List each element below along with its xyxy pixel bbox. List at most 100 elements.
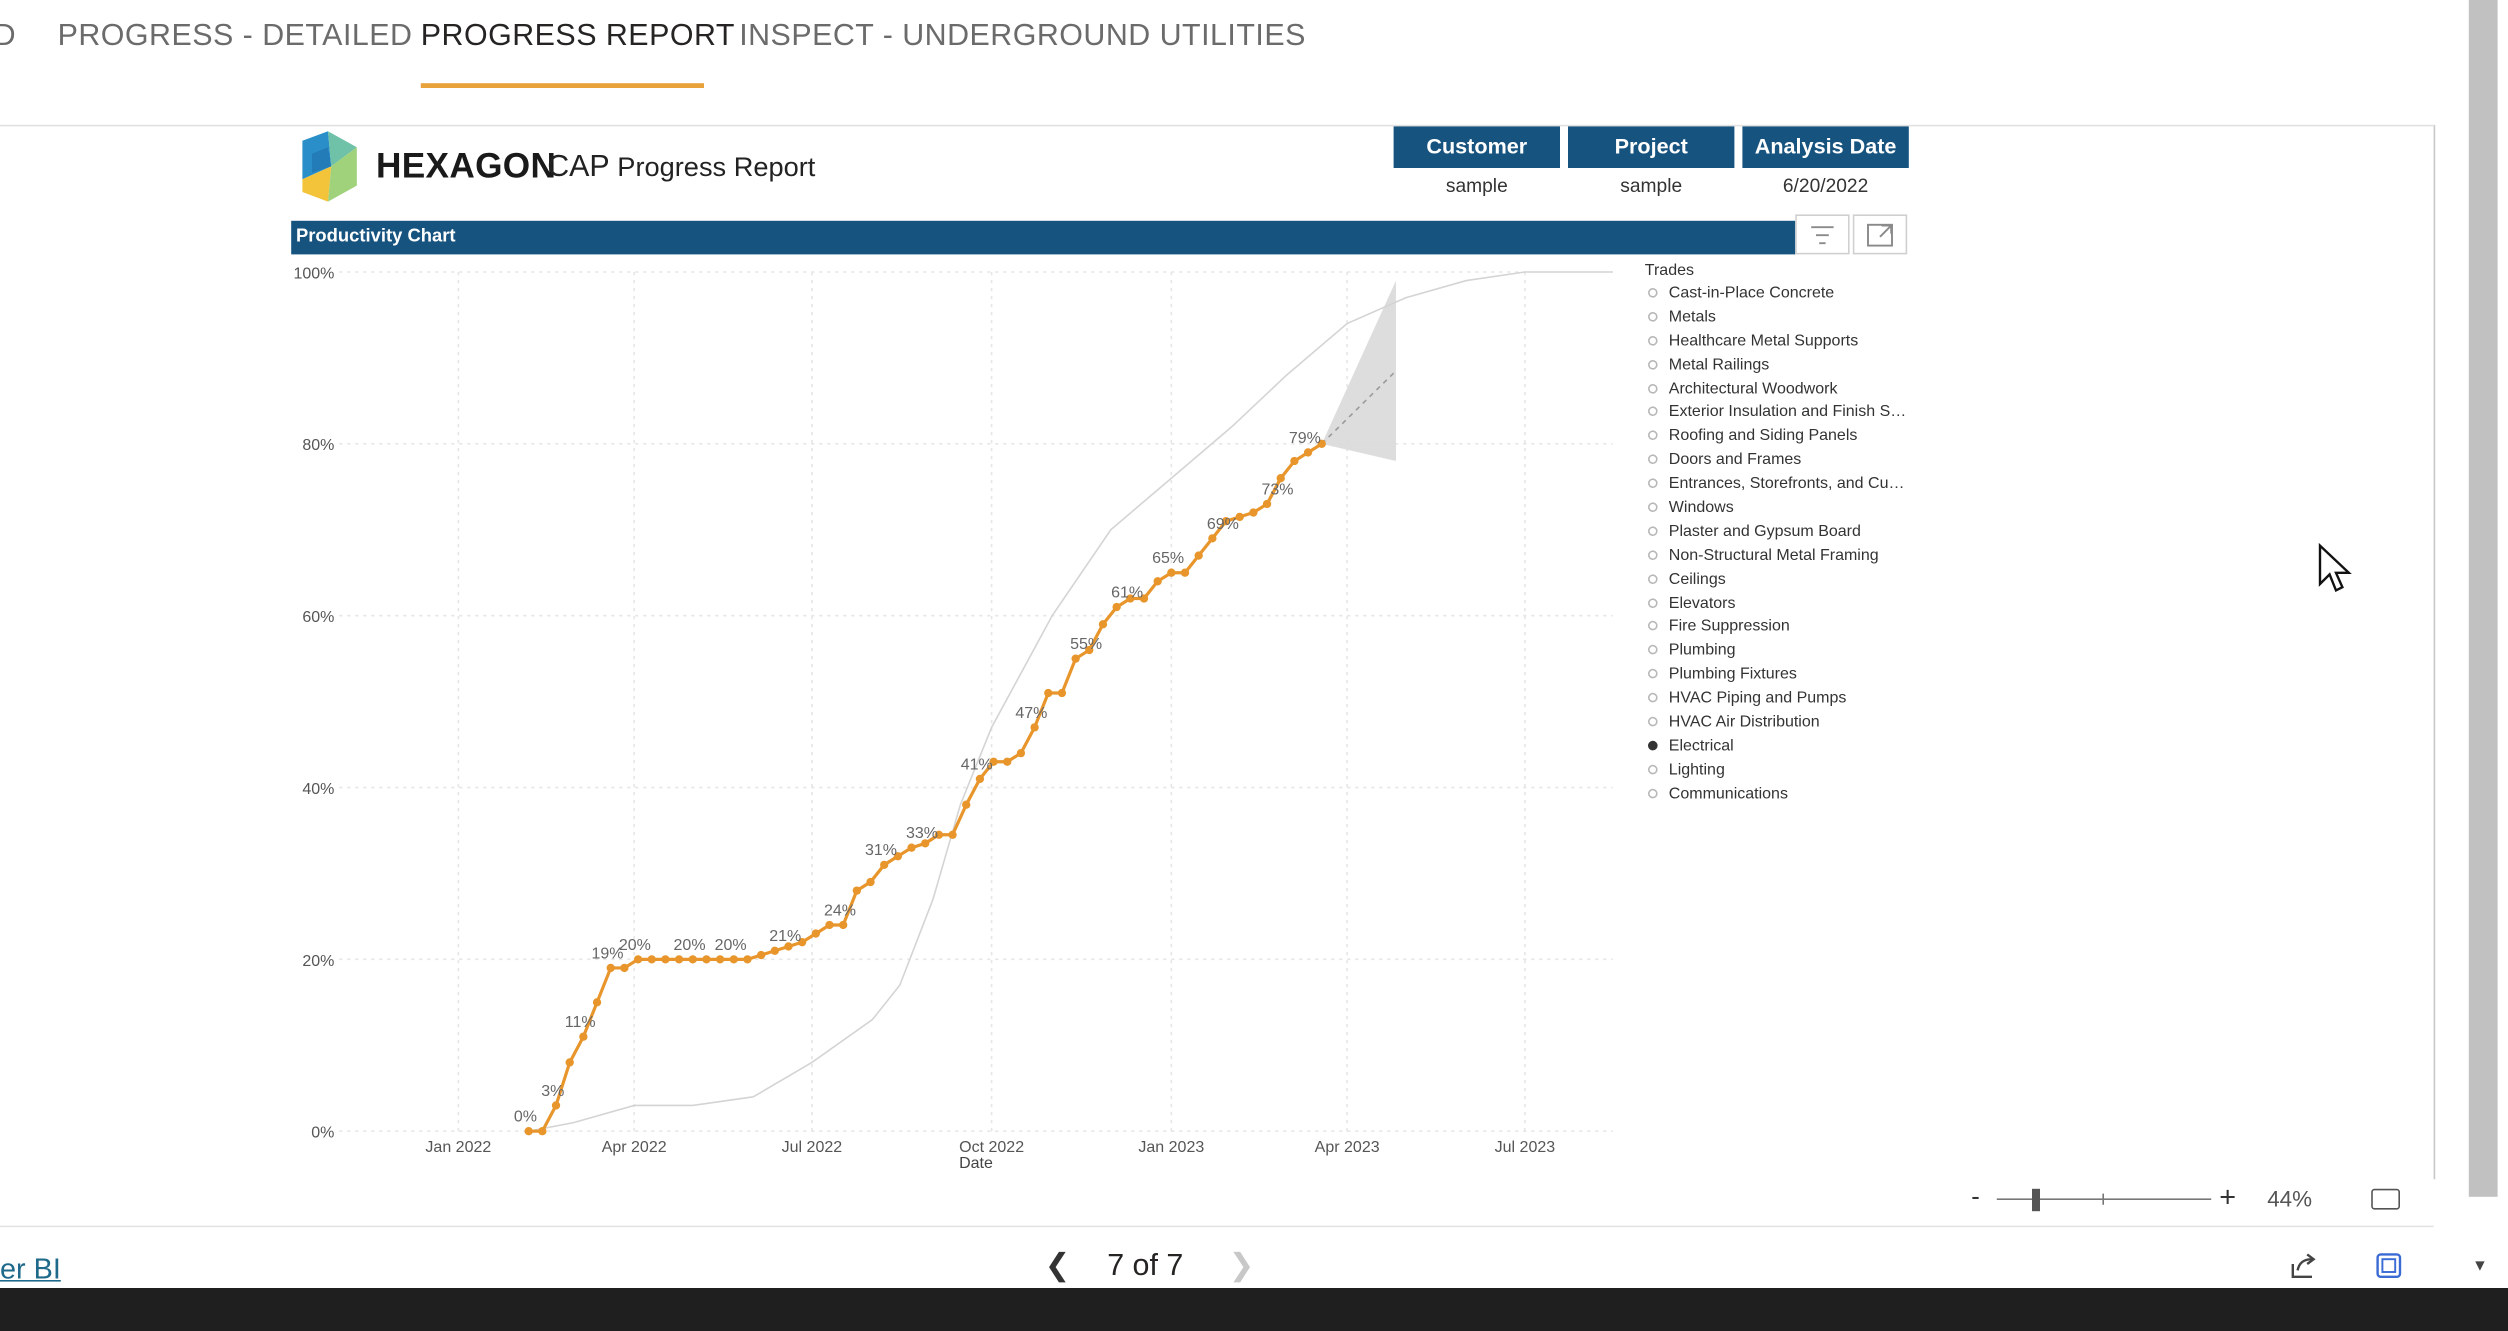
vertical-scrollbar[interactable]	[2468, 0, 2498, 1197]
legend-item[interactable]: Plaster and Gypsum Board	[1645, 521, 1917, 545]
y-tick-label: 0%	[311, 1125, 334, 1142]
legend-item[interactable]: Architectural Woodwork	[1645, 379, 1917, 403]
radio-icon[interactable]	[1648, 407, 1658, 417]
data-point	[674, 955, 684, 964]
radio-icon[interactable]	[1648, 645, 1658, 655]
share-icon[interactable]	[2288, 1250, 2320, 1290]
power-bi-link[interactable]: er BI	[0, 1252, 61, 1285]
zoom-slider-track[interactable]	[1996, 1198, 2212, 1200]
radio-selected-icon[interactable]	[1648, 740, 1658, 751]
tab-dashboard[interactable]: D	[0, 19, 16, 54]
data-label: 20%	[619, 937, 651, 954]
zoom-in-button[interactable]: +	[2219, 1180, 2237, 1213]
radio-icon[interactable]	[1648, 597, 1658, 608]
data-point	[1194, 551, 1203, 560]
data-label: 47%	[1015, 705, 1047, 722]
tab-progress-report[interactable]: PROGRESS REPORT	[420, 19, 735, 53]
data-point	[1249, 508, 1258, 517]
legend-item[interactable]: Plumbing	[1645, 641, 1917, 665]
zoom-slider-thumb[interactable]	[2032, 1188, 2040, 1212]
legend-item[interactable]: Communications	[1645, 784, 1917, 808]
legend-item-label: Elevators	[1668, 594, 1736, 613]
legend-item[interactable]: Metals	[1645, 307, 1917, 331]
customer-value: sample	[1445, 174, 1508, 197]
scroll-down-arrow-icon[interactable]: ▼	[2472, 1257, 2488, 1276]
mouse-cursor-icon	[2317, 542, 2352, 604]
radio-icon[interactable]	[1648, 526, 1658, 536]
chevron-right-icon[interactable]: ❯	[1228, 1249, 1255, 1284]
radio-icon[interactable]	[1648, 764, 1658, 775]
chevron-left-icon[interactable]: ❮	[1044, 1249, 1071, 1284]
legend-item-label: Non-Structural Metal Framing	[1668, 546, 1879, 565]
report-title-text: Progress Report	[617, 152, 816, 183]
radio-icon[interactable]	[1648, 478, 1658, 489]
data-point	[1003, 757, 1012, 766]
tab-progress-detailed[interactable]: PROGRESS - DETAILED	[57, 19, 413, 53]
legend-item[interactable]: Roofing and Siding Panels	[1645, 426, 1917, 450]
focus-mode-button[interactable]	[1852, 214, 1908, 255]
radio-icon[interactable]	[1648, 788, 1658, 798]
legend-item[interactable]: Entrances, Storefronts, and Curt...	[1645, 474, 1917, 498]
radio-icon[interactable]	[1648, 454, 1658, 465]
active-tab-indicator	[420, 83, 704, 88]
data-point	[1303, 448, 1313, 457]
data-point	[1235, 512, 1244, 522]
legend-item[interactable]: Elevators	[1645, 593, 1917, 617]
legend-item-label: Windows	[1668, 499, 1734, 517]
filter-button[interactable]	[1795, 214, 1850, 255]
filter-icon	[1811, 226, 1834, 245]
legend-item[interactable]: Windows	[1645, 498, 1917, 522]
legend-item[interactable]: Fire Suppression	[1645, 617, 1917, 641]
data-point	[893, 852, 903, 861]
radio-icon[interactable]	[1648, 430, 1658, 441]
legend-item[interactable]: Metal Railings	[1645, 355, 1917, 379]
legend-item[interactable]: Ceilings	[1645, 569, 1917, 593]
radio-icon[interactable]	[1648, 288, 1658, 298]
data-label: 55%	[1070, 636, 1102, 653]
legend-item[interactable]: HVAC Piping and Pumps	[1645, 688, 1917, 712]
data-point	[579, 1032, 588, 1041]
legend-item-label: Roofing and Siding Panels	[1668, 427, 1858, 446]
y-tick-label: 80%	[302, 437, 334, 454]
open-in-new-window-icon[interactable]	[2374, 1250, 2403, 1290]
report-title: CAP Progress Report	[547, 150, 815, 185]
data-point	[1112, 602, 1121, 612]
toolbar-divider	[0, 1225, 2434, 1228]
legend-item[interactable]: Electrical	[1645, 736, 1917, 760]
tab-inspect-underground-utilities[interactable]: INSPECT - UNDERGROUND UTILITIES	[739, 19, 1306, 53]
data-point	[1167, 568, 1176, 577]
legend-item[interactable]: HVAC Air Distribution	[1645, 712, 1917, 736]
radio-icon[interactable]	[1648, 669, 1658, 679]
data-label: 69%	[1207, 516, 1239, 533]
fit-to-page-icon[interactable]	[2371, 1188, 2400, 1210]
data-point	[839, 920, 848, 930]
radio-icon[interactable]	[1648, 502, 1658, 513]
legend-item-label: Exterior Insulation and Finish Sy...	[1668, 403, 1909, 422]
radio-icon[interactable]	[1648, 716, 1658, 727]
radio-icon[interactable]	[1648, 693, 1658, 703]
radio-icon[interactable]	[1648, 621, 1658, 632]
legend-item[interactable]: Non-Structural Metal Framing	[1645, 545, 1917, 569]
data-point	[989, 757, 998, 766]
legend-item-label: Entrances, Storefronts, and Curt...	[1668, 475, 1909, 493]
data-point	[538, 1127, 547, 1136]
legend-item-label: Metals	[1668, 308, 1716, 327]
radio-icon[interactable]	[1648, 311, 1658, 322]
y-tick-label: 20%	[302, 953, 334, 970]
legend-item[interactable]: Lighting	[1645, 760, 1917, 784]
legend-item[interactable]: Plumbing Fixtures	[1645, 664, 1917, 688]
legend-item[interactable]: Cast-in-Place Concrete	[1645, 283, 1917, 307]
legend-item[interactable]: Healthcare Metal Supports	[1645, 331, 1917, 355]
radio-icon[interactable]	[1648, 383, 1658, 393]
legend-item[interactable]: Doors and Frames	[1645, 450, 1917, 474]
radio-icon[interactable]	[1648, 359, 1658, 370]
radio-icon[interactable]	[1648, 550, 1658, 560]
data-label: 31%	[865, 842, 897, 859]
report-tabs: D PROGRESS - DETAILED PROGRESS REPORT IN…	[0, 0, 2464, 99]
zoom-out-button[interactable]: -	[1971, 1184, 1980, 1212]
radio-icon[interactable]	[1648, 335, 1658, 346]
legend-item[interactable]: Exterior Insulation and Finish Sy...	[1645, 402, 1917, 426]
radio-icon[interactable]	[1648, 573, 1658, 584]
taskbar-strip	[0, 1288, 2508, 1331]
data-label: 24%	[824, 902, 856, 919]
